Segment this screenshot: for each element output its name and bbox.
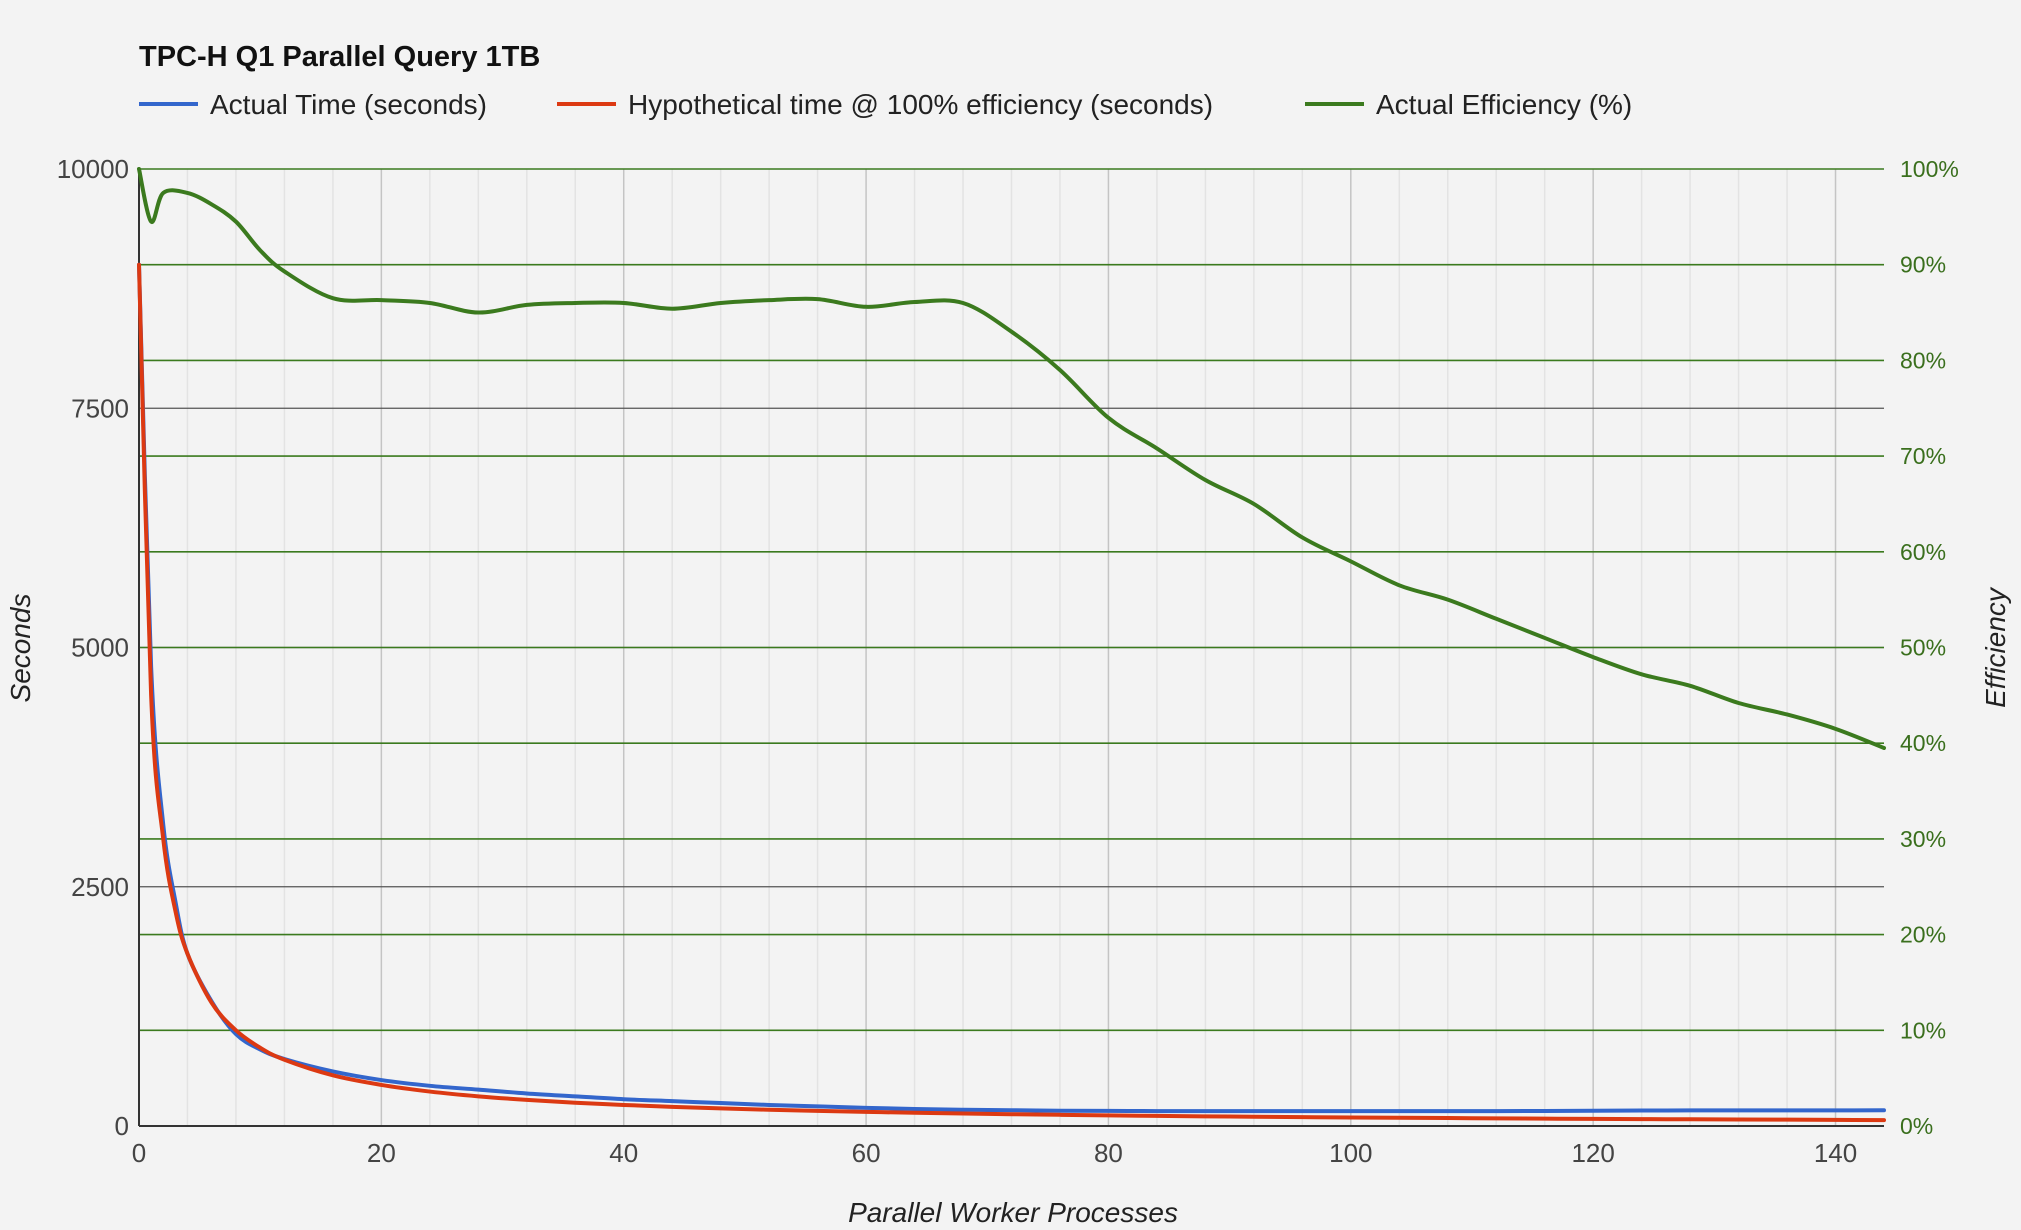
right-axis-tick-label: 80% xyxy=(1900,347,1946,373)
chart-title: TPC-H Q1 Parallel Query 1TB xyxy=(139,41,540,73)
actual-efficiency-line xyxy=(137,167,1886,750)
left-axis-tick-label: 2500 xyxy=(71,872,129,902)
left-axis-title: Seconds xyxy=(5,594,36,703)
legend-item-actual-time[interactable]: Actual Time (seconds) xyxy=(139,89,487,120)
left-axis-tick-label: 0 xyxy=(115,1111,129,1141)
left-axis-tick-label: 5000 xyxy=(71,633,129,663)
x-axis-tick-label: 80 xyxy=(1094,1138,1123,1168)
right-axis-tick-label: 20% xyxy=(1900,922,1946,948)
x-axis-tick-label: 100 xyxy=(1329,1138,1372,1168)
right-axis-gridlines xyxy=(139,168,1884,1032)
x-axis-title: Parallel Worker Processes xyxy=(848,1197,1178,1228)
legend: Actual Time (seconds) Hypothetical time … xyxy=(139,89,1632,120)
legend-label-actual-time: Actual Time (seconds) xyxy=(210,89,487,120)
hypothetical-time-line xyxy=(137,262,1886,1123)
legend-label-actual-efficiency: Actual Efficiency (%) xyxy=(1376,89,1632,120)
right-axis-tick-label: 10% xyxy=(1900,1017,1946,1043)
x-axis-tick-label: 60 xyxy=(852,1138,881,1168)
left-axis-tick-labels: 0 2500 5000 7500 10000 xyxy=(57,154,129,1141)
right-axis-tick-label: 40% xyxy=(1900,730,1946,756)
x-axis-tick-label: 0 xyxy=(132,1138,146,1168)
x-axis-tick-label: 20 xyxy=(367,1138,396,1168)
right-axis-title: Efficiency xyxy=(1980,586,2011,708)
legend-item-actual-efficiency[interactable]: Actual Efficiency (%) xyxy=(1305,89,1632,120)
right-axis-tick-label: 30% xyxy=(1900,826,1946,852)
legend-item-hypothetical-time[interactable]: Hypothetical time @ 100% efficiency (sec… xyxy=(557,89,1213,120)
right-axis-tick-label: 0% xyxy=(1900,1113,1933,1139)
x-axis-tick-label: 140 xyxy=(1814,1138,1857,1168)
x-axis-tick-labels: 0 20 40 60 80 100 120 140 xyxy=(132,1138,1857,1168)
series-layer xyxy=(137,167,1886,1123)
right-axis-tick-label: 60% xyxy=(1900,539,1946,565)
right-axis-tick-label: 100% xyxy=(1900,156,1959,182)
right-axis-tick-label: 70% xyxy=(1900,443,1946,469)
x-axis-tick-label: 120 xyxy=(1571,1138,1614,1168)
left-axis-tick-label: 10000 xyxy=(57,154,129,184)
left-axis-tick-label: 7500 xyxy=(71,393,129,423)
right-axis-tick-label: 50% xyxy=(1900,635,1946,661)
right-axis-tick-label: 90% xyxy=(1900,252,1946,278)
legend-label-hypothetical-time: Hypothetical time @ 100% efficiency (sec… xyxy=(628,89,1213,120)
right-axis-tick-labels: 0% 10% 20% 30% 40% 50% 60% 70% 80% 90% 100% xyxy=(1900,156,1959,1139)
x-axis-tick-label: 40 xyxy=(609,1138,638,1168)
